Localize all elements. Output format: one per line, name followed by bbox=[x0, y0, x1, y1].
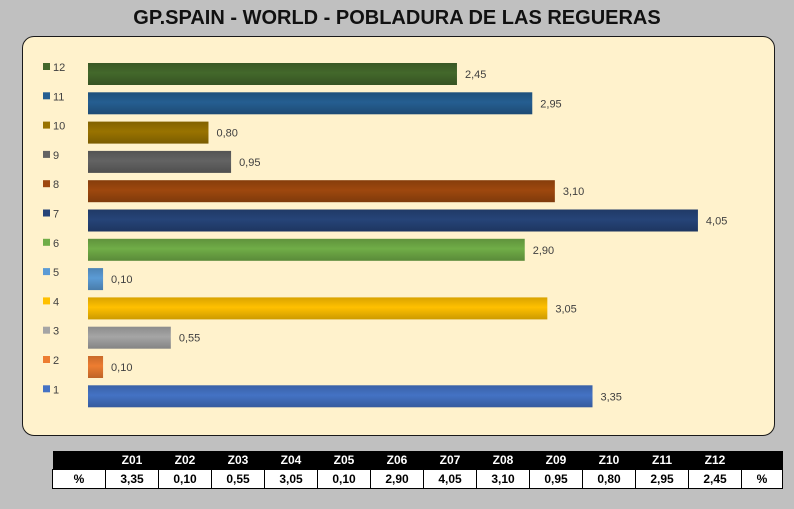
data-label-10: 0,80 bbox=[216, 128, 237, 140]
table-value-cell: 0,55 bbox=[211, 468, 265, 489]
table-header-row: Z01 Z02 Z03 Z04 Z05 Z06 Z07 Z08 Z09 Z10 Z11 Z12 bbox=[52, 451, 783, 469]
legend-label-10: 10 bbox=[53, 121, 65, 133]
data-label-2: 0,10 bbox=[111, 362, 132, 374]
table-value-cell: 2,45 bbox=[688, 468, 742, 489]
bar-12 bbox=[88, 63, 457, 85]
bar-3 bbox=[88, 326, 171, 349]
legend-swatch-4 bbox=[43, 297, 50, 305]
data-label-12: 2,45 bbox=[465, 69, 486, 81]
bar-4 bbox=[88, 297, 548, 320]
bar-2 bbox=[88, 356, 104, 378]
bar-9 bbox=[88, 150, 232, 173]
data-label-11: 2,95 bbox=[540, 98, 561, 110]
bar-5 bbox=[88, 268, 104, 291]
legend-label-8: 8 bbox=[53, 179, 59, 191]
legend-swatch-1 bbox=[43, 385, 50, 393]
legend: 12 11 10 9 8 7 6 5 4 3 2 1 bbox=[43, 62, 65, 396]
table-header-cell: Z12 bbox=[688, 451, 742, 469]
legend-swatch-9 bbox=[43, 150, 50, 158]
bar-8 bbox=[88, 180, 555, 203]
data-labels: 2,45 2,95 0,80 0,95 3,10 4,05 2,90 0,10 3,05 0,55… bbox=[111, 69, 727, 403]
legend-swatch-11 bbox=[43, 92, 50, 100]
table-header-cell: Z10 bbox=[582, 451, 636, 469]
bars bbox=[88, 63, 698, 408]
table-value-row: % 3,35 0,10 0,55 3,05 0,10 2,90 4,05 3,10 0,95 0,8… bbox=[52, 468, 783, 489]
bar-10 bbox=[88, 121, 209, 144]
table-header-cell: Z07 bbox=[423, 451, 477, 469]
legend-swatch-3 bbox=[43, 326, 50, 334]
legend-swatch-5 bbox=[43, 268, 50, 276]
legend-label-5: 5 bbox=[53, 267, 59, 279]
data-label-8: 3,10 bbox=[563, 186, 584, 198]
table-header-cell: Z02 bbox=[158, 451, 212, 469]
table-value-cell: 0,95 bbox=[529, 468, 583, 489]
bar-11 bbox=[88, 92, 533, 115]
data-label-4: 3,05 bbox=[555, 303, 576, 315]
chart-title: GP.SPAIN - WORLD - POBLADURA DE LAS REGU… bbox=[133, 7, 661, 29]
table-header-cell: Z11 bbox=[635, 451, 689, 469]
table-value-cell: % bbox=[741, 468, 783, 489]
legend-label-6: 6 bbox=[53, 238, 59, 250]
legend-label-11: 11 bbox=[53, 91, 64, 103]
legend-label-1: 1 bbox=[53, 384, 59, 396]
legend-label-2: 2 bbox=[53, 355, 59, 367]
bar-7 bbox=[88, 209, 698, 232]
data-label-6: 2,90 bbox=[533, 245, 554, 257]
table-value-cell: 3,10 bbox=[476, 468, 530, 489]
table-header-cell: Z04 bbox=[264, 451, 318, 469]
table-value-cell: 3,35 bbox=[105, 468, 159, 489]
legend-label-4: 4 bbox=[53, 296, 59, 308]
table-value-cell: 3,05 bbox=[264, 468, 318, 489]
legend-swatch-6 bbox=[43, 238, 50, 246]
legend-swatch-2 bbox=[43, 356, 50, 363]
table-value-cell: 0,10 bbox=[158, 468, 212, 489]
data-table: Z01 Z02 Z03 Z04 Z05 Z06 Z07 Z08 Z09 Z10 Z11 Z12 % 3,… bbox=[52, 451, 783, 489]
legend-label-9: 9 bbox=[53, 150, 59, 162]
table-value-cell: % bbox=[52, 468, 106, 489]
data-label-3: 0,55 bbox=[179, 333, 200, 345]
table-value-cell: 2,90 bbox=[370, 468, 424, 489]
table-header-cell bbox=[52, 451, 106, 469]
data-label-5: 0,10 bbox=[111, 274, 132, 286]
table-header-cell: Z09 bbox=[529, 451, 583, 469]
legend-label-3: 3 bbox=[53, 326, 59, 338]
data-label-9: 0,95 bbox=[239, 157, 260, 169]
table-header-cell: Z05 bbox=[317, 451, 371, 469]
data-label-1: 3,35 bbox=[601, 391, 622, 403]
data-label-7: 4,05 bbox=[706, 216, 727, 228]
legend-swatch-12 bbox=[43, 63, 50, 70]
table-value-cell: 0,10 bbox=[317, 468, 371, 489]
legend-swatch-10 bbox=[43, 121, 50, 129]
table-header-cell: Z01 bbox=[105, 451, 159, 469]
table-header-cell: Z08 bbox=[476, 451, 530, 469]
table-value-cell: 0,80 bbox=[582, 468, 636, 489]
table-value-cell: 2,95 bbox=[635, 468, 689, 489]
bar-1 bbox=[88, 385, 593, 408]
table-header-cell bbox=[741, 451, 783, 469]
legend-label-7: 7 bbox=[53, 209, 59, 221]
table-header-cell: Z03 bbox=[211, 451, 265, 469]
legend-swatch-8 bbox=[43, 180, 50, 188]
table-header-cell: Z06 bbox=[370, 451, 424, 469]
bar-6 bbox=[88, 238, 525, 261]
legend-label-12: 12 bbox=[53, 62, 65, 74]
legend-swatch-7 bbox=[43, 209, 50, 217]
table-value-cell: 4,05 bbox=[423, 468, 477, 489]
